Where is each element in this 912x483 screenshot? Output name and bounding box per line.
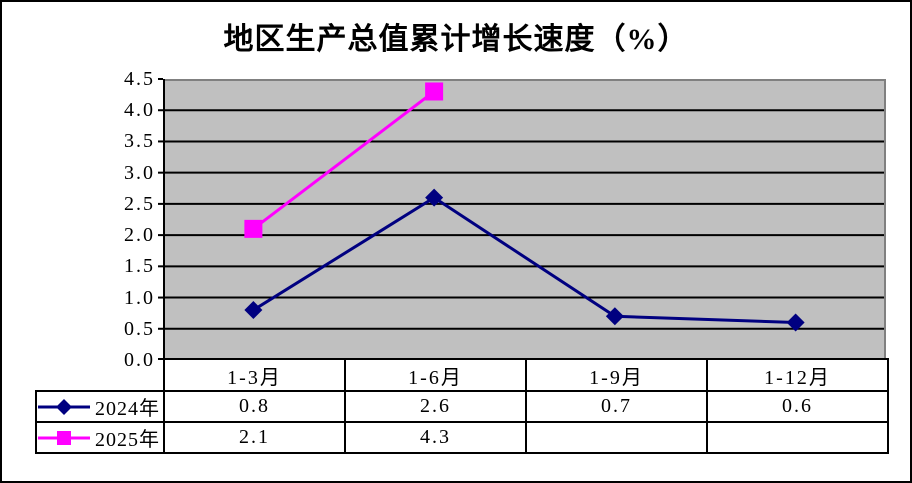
y-axis-tick-label: 4.0 [124, 99, 155, 122]
legend-key-2025年: 2025年 [35, 421, 165, 454]
series-line-0 [252, 195, 796, 325]
series-label: 2025年 [95, 429, 160, 451]
y-axis-tick-label: 2.0 [124, 224, 155, 247]
y-axis-tick-label: 4.5 [124, 68, 155, 90]
table-corner-cell [36, 359, 165, 391]
data-point-marker [244, 301, 263, 320]
legend-entry: 2025年 [38, 424, 162, 451]
diamond-line-icon [38, 398, 90, 415]
plot-background [163, 79, 886, 360]
data-point-marker [425, 188, 444, 207]
table-value-cell: 0.7 [525, 390, 708, 423]
data-point-marker [425, 82, 444, 101]
table-value-cell: 0.6 [706, 390, 889, 423]
y-axis-tick-label: 3.5 [124, 130, 155, 153]
y-axis-tick-label: 1.0 [124, 286, 155, 309]
table-value-cell: 4.3 [344, 421, 527, 454]
data-point-marker [605, 307, 624, 326]
table-column-header: 1-12月 [706, 358, 889, 392]
table-column-header: 1-6月 [344, 358, 527, 392]
square-line-icon [38, 430, 90, 445]
data-table: 1-3月 1-6月 1-9月 1-12月 2024年 0.8 2.6 0.7 0.6 2025年 2… [35, 358, 889, 454]
table-value-cell [525, 421, 708, 454]
table-value-cell: 2.6 [344, 390, 527, 423]
y-axis-tick-label: 1.5 [124, 255, 155, 278]
y-axis-tick-label: 0.0 [124, 349, 155, 371]
table-value-cell: 0.8 [163, 390, 346, 423]
y-axis-tick-label: 3.0 [124, 161, 155, 184]
plot-area [158, 78, 886, 360]
table-value-cell [706, 421, 889, 454]
chart-title: 地区生产总值累计增长速度（%） [223, 23, 689, 56]
table-value-cell: 2.1 [163, 421, 346, 454]
y-axis-tick-label: 2.5 [124, 192, 155, 215]
series-line-1 [252, 90, 436, 231]
series-label: 2024年 [95, 398, 160, 420]
legend-marker [56, 398, 72, 415]
table-column-header: 1-3月 [163, 358, 346, 392]
data-point-marker [244, 219, 263, 238]
legend-key-2024年: 2024年 [35, 390, 165, 423]
data-point-marker [786, 313, 805, 332]
legend-entry: 2024年 [38, 393, 162, 420]
table-column-header: 1-9月 [525, 358, 708, 392]
y-axis-tick-label: 0.5 [124, 317, 155, 340]
legend-marker [57, 430, 71, 445]
